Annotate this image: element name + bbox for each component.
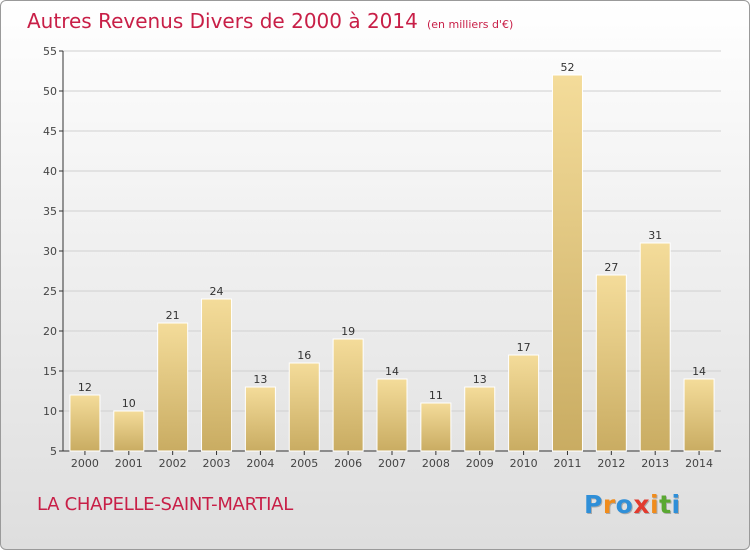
x-tick-label: 2006 <box>334 457 362 470</box>
bar <box>420 402 452 452</box>
bar <box>551 74 583 452</box>
x-tick-label: 2011 <box>553 457 581 470</box>
logo-letter: o <box>615 490 634 519</box>
y-tick-label: 20 <box>43 325 57 338</box>
proxiti-logo[interactable]: Proxiti <box>584 490 681 519</box>
bar <box>639 242 671 452</box>
y-tick-label: 30 <box>43 245 57 258</box>
bar-value-label: 13 <box>253 373 267 386</box>
bar-value-label: 16 <box>297 349 311 362</box>
x-tick-label: 2002 <box>159 457 187 470</box>
bar-value-label: 27 <box>604 261 618 274</box>
y-tick-label: 55 <box>43 45 57 58</box>
x-tick-label: 2009 <box>466 457 494 470</box>
bar-value-label: 31 <box>648 229 662 242</box>
bar <box>683 378 715 452</box>
bar-value-label: 12 <box>78 381 92 394</box>
y-tick-label: 5 <box>50 445 57 458</box>
bar <box>508 354 540 452</box>
location-label: LA CHAPELLE-SAINT-MARTIAL <box>37 494 293 515</box>
x-tick-label: 2000 <box>71 457 99 470</box>
bar <box>113 410 145 452</box>
logo-letter: i <box>650 490 660 519</box>
bar <box>376 378 408 452</box>
chart-title-block: Autres Revenus Divers de 2000 à 2014 (en… <box>27 9 513 33</box>
x-tick-label: 2013 <box>641 457 669 470</box>
x-tick-label: 2003 <box>203 457 231 470</box>
logo-letter: r <box>602 490 616 519</box>
y-tick-label: 45 <box>43 125 57 138</box>
bar <box>464 386 496 452</box>
logo-letter: P <box>584 490 603 519</box>
x-tick-label: 2008 <box>422 457 450 470</box>
x-tick-label: 2004 <box>246 457 274 470</box>
y-tick-label: 25 <box>43 285 57 298</box>
x-tick-label: 2014 <box>685 457 713 470</box>
bar-value-label: 21 <box>166 309 180 322</box>
y-tick-label: 50 <box>43 85 57 98</box>
chart-title: Autres Revenus Divers de 2000 à 2014 <box>27 9 418 33</box>
bar <box>288 362 320 452</box>
bar <box>157 322 189 452</box>
x-tick-label: 2001 <box>115 457 143 470</box>
x-tick-label: 2010 <box>510 457 538 470</box>
bar <box>332 338 364 452</box>
x-tick-label: 2007 <box>378 457 406 470</box>
y-tick-label: 10 <box>43 405 57 418</box>
y-tick-label: 35 <box>43 205 57 218</box>
bar-value-label: 19 <box>341 325 355 338</box>
bar-value-label: 24 <box>210 285 224 298</box>
bar <box>69 394 101 452</box>
bar <box>244 386 276 452</box>
logo-letter: t <box>659 490 672 519</box>
x-tick-label: 2012 <box>597 457 625 470</box>
bar-value-label: 52 <box>560 61 574 74</box>
chart-unit-note: (en milliers d'€) <box>426 18 514 31</box>
bar-value-label: 14 <box>385 365 399 378</box>
bar-value-label: 17 <box>517 341 531 354</box>
y-tick-label: 15 <box>43 365 57 378</box>
bar-value-label: 11 <box>429 389 443 402</box>
logo-letter: x <box>633 490 650 519</box>
bar <box>595 274 627 452</box>
bar <box>201 298 233 452</box>
bar-value-label: 10 <box>122 397 136 410</box>
bar-value-label: 14 <box>692 365 706 378</box>
logo-letter: i <box>671 490 681 519</box>
bar-value-label: 13 <box>473 373 487 386</box>
x-tick-label: 2005 <box>290 457 318 470</box>
y-tick-label: 40 <box>43 165 57 178</box>
